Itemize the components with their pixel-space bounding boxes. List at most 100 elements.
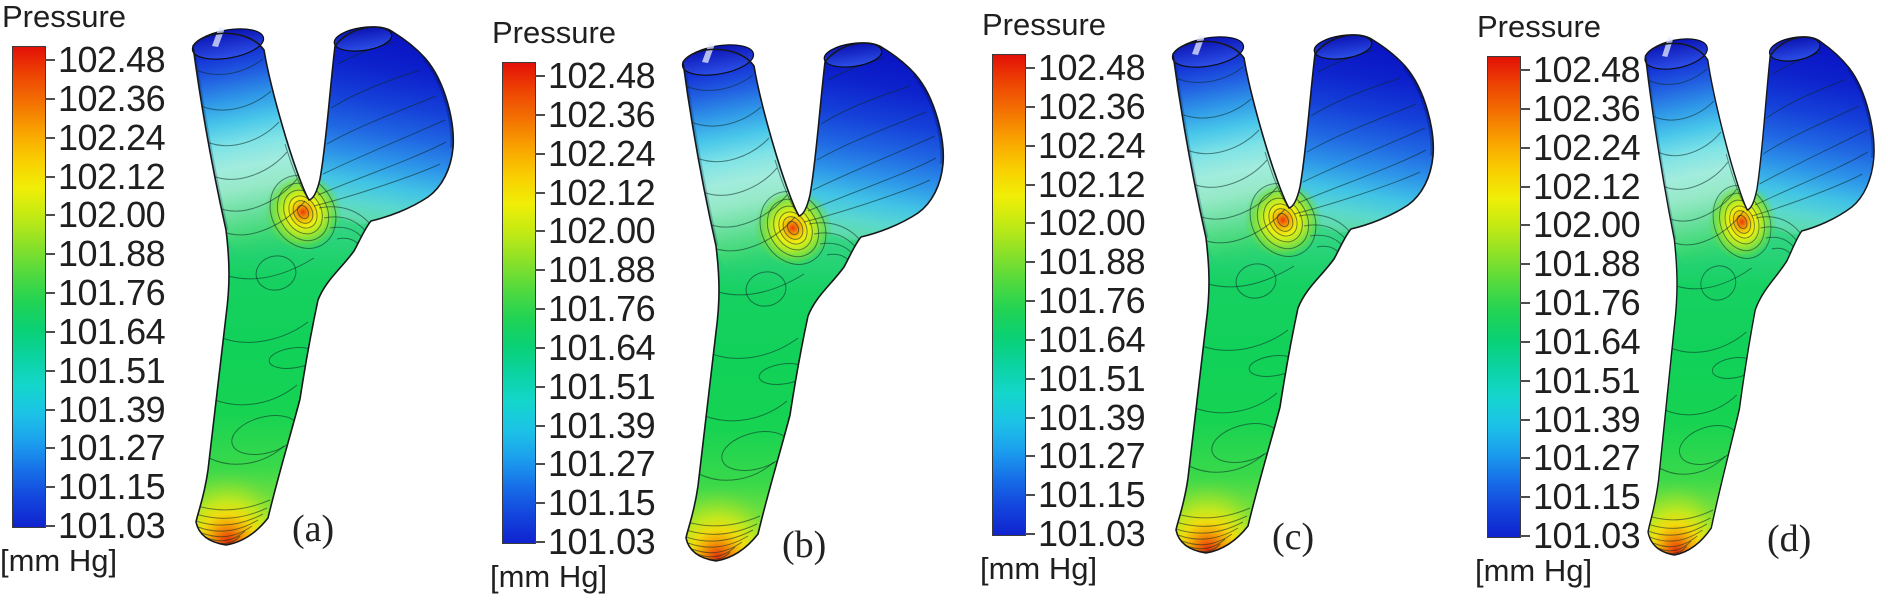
colorbar-tick-label: 102.24 — [1533, 126, 1641, 168]
colorbar-tick-mark — [535, 308, 545, 310]
colorbar-tick-label: 101.03 — [58, 505, 166, 546]
panel-a: Pressure 102.48 102.36 102.24 102.12 102.00 1… — [0, 0, 478, 600]
colorbar-title: Pressure — [2, 0, 127, 34]
colorbar-tick-label: 102.48 — [1533, 49, 1641, 90]
vessel-contour-plot — [188, 18, 468, 548]
colorbar-tick-label: 101.27 — [1533, 437, 1641, 479]
colorbar-tick-mark — [45, 97, 55, 100]
colorbar-tick-mark — [45, 214, 55, 217]
colorbar-tick-label: 102.36 — [548, 93, 656, 135]
colorbar-tick-mark — [1520, 418, 1530, 421]
colorbar-tick-label: 101.39 — [1533, 398, 1641, 440]
colorbar-tick-label: 101.51 — [548, 365, 656, 407]
panel-d: Pressure 102.48 102.36 102.24 102.12 102.00 1… — [1475, 9, 1888, 603]
colorbar-tick-mark — [45, 447, 55, 450]
colorbar-tick-mark — [535, 113, 545, 116]
colorbar-tick-mark — [45, 136, 55, 139]
colorbar-tick-mark — [1520, 302, 1530, 304]
colorbar-title: Pressure — [492, 15, 617, 50]
colorbar-tick-mark — [1025, 67, 1035, 69]
colorbar-tick-label: 101.03 — [548, 521, 656, 562]
colorbar-tick-mark — [1025, 533, 1035, 535]
colorbar-tick-mark — [45, 408, 55, 411]
colorbar-tick-mark — [535, 230, 545, 233]
panel-label: (c) — [1272, 516, 1315, 558]
colorbar-tick-label: 102.24 — [58, 116, 166, 158]
colorbar-tick-label: 101.88 — [1533, 243, 1641, 285]
colorbar-tick-mark — [1520, 340, 1530, 343]
vessel-contour-plot — [1641, 28, 1887, 558]
colorbar-tick-mark — [1520, 69, 1530, 71]
colorbar-tick-label: 101.39 — [548, 404, 656, 446]
colorbar-tick-label: 101.39 — [58, 388, 166, 430]
colorbar-tick-mark — [45, 253, 55, 256]
colorbar-tick-mark — [535, 75, 545, 77]
colorbar-tick-label: 102.48 — [58, 39, 166, 80]
colorbar-tick-label: 101.88 — [548, 249, 656, 291]
colorbar-tick-mark — [45, 330, 55, 333]
colorbar-tick-mark — [1025, 416, 1035, 419]
colorbar-tick-mark — [535, 346, 545, 349]
vessel-contour-plot — [1168, 26, 1448, 556]
colorbar-unit: [mm Hg] — [1475, 553, 1593, 588]
colorbar-unit: [mm Hg] — [980, 551, 1098, 586]
colorbar-unit: [mm Hg] — [490, 559, 608, 594]
colorbar-tick-label: 102.36 — [1038, 85, 1146, 127]
colorbar-tick-mark — [1520, 224, 1530, 227]
panel-label: (d) — [1767, 518, 1812, 560]
colorbar-tick-mark — [45, 369, 55, 372]
colorbar-tick-label: 101.64 — [548, 326, 656, 368]
colorbar-tick-label: 102.00 — [1038, 202, 1146, 244]
colorbar-tick-mark — [1025, 183, 1035, 186]
colorbar-tick-label: 102.00 — [1533, 204, 1641, 246]
colorbar-tick-label: 101.88 — [58, 233, 166, 275]
colorbar-tick-mark — [1520, 457, 1530, 460]
colorbar-tick-mark — [535, 269, 545, 272]
colorbar-gradient-bar — [502, 62, 536, 544]
colorbar-tick-label: 101.03 — [1038, 513, 1146, 554]
colorbar-tick-mark — [45, 525, 55, 527]
colorbar: Pressure 102.48 102.36 102.24 102.12 102.00 1… — [980, 7, 1180, 603]
colorbar-tick-label: 102.36 — [58, 77, 166, 119]
colorbar-tick-label: 101.51 — [58, 349, 166, 391]
colorbar-tick-label: 101.76 — [1533, 282, 1641, 323]
colorbar-tick-label: 102.24 — [1038, 124, 1146, 166]
colorbar-tick-label: 101.51 — [1533, 359, 1641, 401]
colorbar-tick-mark — [1520, 535, 1530, 537]
colorbar-tick-label: 102.00 — [58, 194, 166, 236]
colorbar-tick-mark — [1025, 222, 1035, 225]
colorbar-tick-mark — [535, 385, 545, 388]
colorbar-tick-mark — [535, 152, 545, 155]
colorbar-tick-mark — [45, 175, 55, 178]
vessel-contour-plot — [678, 34, 958, 564]
colorbar-tick-mark — [535, 191, 545, 194]
colorbar-tick-label: 101.27 — [548, 443, 656, 485]
colorbar-tick-mark — [1025, 377, 1035, 380]
colorbar-tick-mark — [1025, 338, 1035, 341]
colorbar-title: Pressure — [982, 7, 1107, 42]
colorbar-tick-label: 102.12 — [58, 155, 166, 197]
colorbar-tick-mark — [1025, 300, 1035, 302]
colorbar-tick-label: 101.15 — [58, 466, 166, 508]
colorbar-tick-label: 101.64 — [1533, 320, 1641, 362]
colorbar-tick-label: 101.76 — [1038, 280, 1146, 321]
colorbar-tick-mark — [535, 463, 545, 466]
colorbar-tick-label: 101.15 — [1533, 476, 1641, 518]
panel-label: (b) — [782, 524, 827, 566]
panel-label: (a) — [292, 508, 335, 550]
colorbar: Pressure 102.48 102.36 102.24 102.12 102.00 1… — [490, 15, 690, 603]
colorbar-tick-label: 101.76 — [58, 272, 166, 313]
colorbar-tick-mark — [535, 424, 545, 427]
colorbar-tick-label: 101.15 — [1038, 474, 1146, 516]
panel-b: Pressure 102.48 102.36 102.24 102.12 102.00 1… — [490, 15, 968, 603]
colorbar-tick-mark — [1520, 263, 1530, 266]
colorbar-tick-label: 101.27 — [58, 427, 166, 469]
colorbar-tick-label: 102.48 — [548, 55, 656, 96]
colorbar-tick-label: 101.39 — [1038, 396, 1146, 438]
colorbar-gradient-bar — [1487, 56, 1521, 538]
colorbar-tick-label: 101.15 — [548, 482, 656, 524]
panel-c: Pressure 102.48 102.36 102.24 102.12 102.00 1… — [980, 7, 1458, 603]
colorbar-tick-mark — [1520, 185, 1530, 188]
colorbar: Pressure 102.48 102.36 102.24 102.12 102.00 1… — [1475, 9, 1675, 603]
